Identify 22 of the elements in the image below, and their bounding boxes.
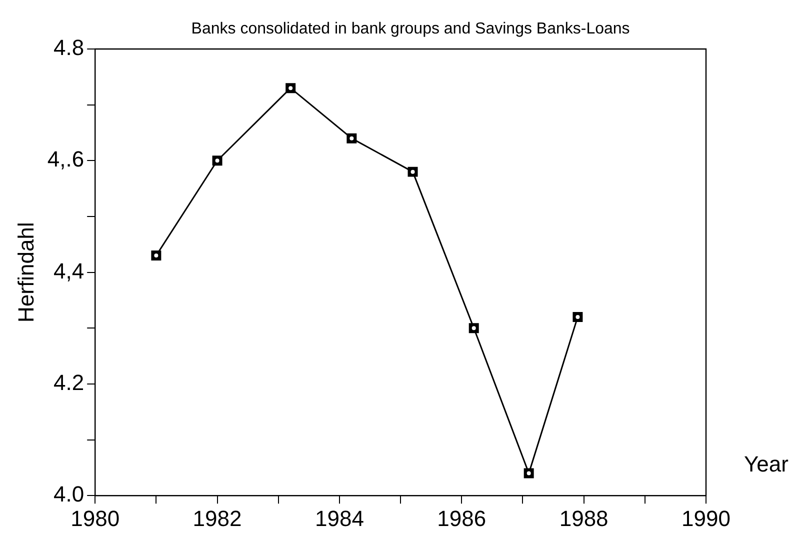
y-tick-label: 4,4 xyxy=(54,258,84,284)
point xyxy=(524,468,534,478)
y-tick-label: 4.2 xyxy=(54,370,84,396)
x-tick-label: 1984 xyxy=(314,506,364,531)
x-tick-label: 1990 xyxy=(682,506,730,531)
point xyxy=(572,312,583,322)
point xyxy=(212,156,222,166)
y-tick-label: 4,.6 xyxy=(47,146,84,172)
point xyxy=(346,133,357,144)
x-tick-label: 1982 xyxy=(192,506,242,531)
x-tick-label: 1980 xyxy=(70,506,120,531)
y-tick-label: 4.8 xyxy=(54,35,84,60)
x-tick-label: 1988 xyxy=(559,506,608,531)
y-tick-label: 4.0 xyxy=(54,482,84,507)
y-axis-title: Herfindahl xyxy=(13,222,38,322)
x-tick-label: 1986 xyxy=(437,506,486,531)
chart-title: Banks consolidated in bank groups and Savings Banks-Loans xyxy=(191,20,630,38)
point xyxy=(151,250,162,261)
x-axis-title: Year xyxy=(744,452,788,477)
point xyxy=(408,166,418,177)
point xyxy=(286,83,296,94)
point xyxy=(468,323,479,334)
